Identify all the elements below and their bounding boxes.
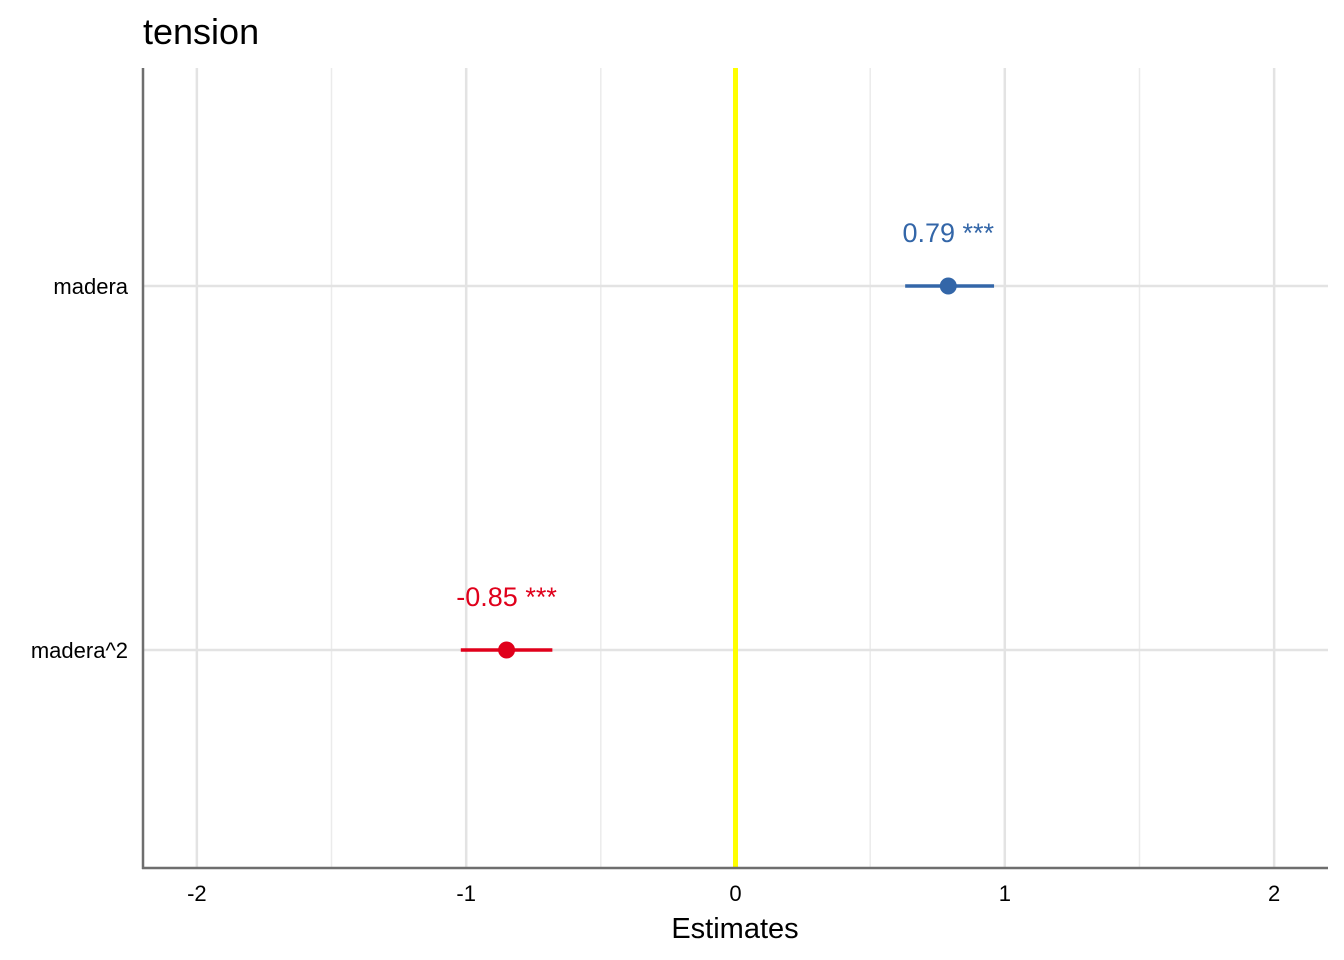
- x-tick-labels: -2 -1 0 1 2: [187, 881, 1280, 906]
- axes: [141, 68, 1328, 870]
- estimate-point-1: [498, 641, 516, 659]
- estimate-label-1: -0.85 ***: [456, 582, 557, 612]
- chart-title: tension: [143, 11, 259, 52]
- y-tick-label: madera^2: [31, 638, 128, 663]
- x-tick-label: 1: [999, 881, 1011, 906]
- x-axis-title: Estimates: [671, 913, 798, 945]
- estimate-marks: 0.79 *** -0.85 ***: [456, 218, 995, 659]
- y-tick-label: madera: [53, 274, 128, 299]
- minor-gridlines: [330, 68, 1141, 868]
- estimate-point-0: [939, 277, 957, 295]
- estimate-label-0: 0.79 ***: [902, 218, 994, 248]
- y-tick-labels: madera madera^2: [31, 274, 129, 663]
- x-tick-label: -2: [187, 881, 207, 906]
- x-tick-label: 0: [729, 881, 741, 906]
- x-tick-label: 2: [1268, 881, 1280, 906]
- x-tick-label: -1: [456, 881, 476, 906]
